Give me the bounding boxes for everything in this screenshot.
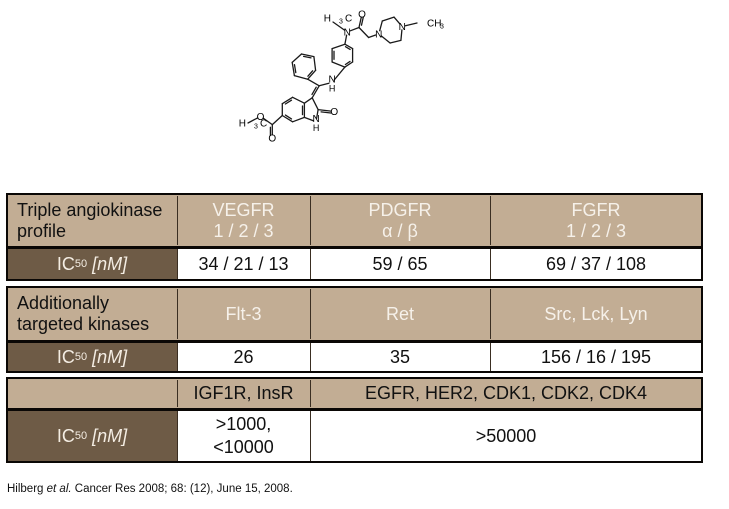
svg-text:3: 3 <box>440 23 444 30</box>
svg-text:N: N <box>399 22 406 33</box>
svg-text:3: 3 <box>254 123 258 130</box>
svg-text:O: O <box>358 10 366 21</box>
svg-text:3: 3 <box>339 18 343 25</box>
svg-text:N: N <box>344 28 351 39</box>
svg-text:H: H <box>329 84 336 94</box>
svg-text:N: N <box>375 29 382 40</box>
svg-text:H: H <box>239 119 246 130</box>
svg-text:H: H <box>324 14 331 25</box>
svg-text:O: O <box>330 107 338 118</box>
svg-text:C: C <box>345 14 352 25</box>
svg-text:O: O <box>268 134 276 145</box>
svg-text:H: H <box>313 123 320 133</box>
svg-text:C: C <box>260 119 267 130</box>
